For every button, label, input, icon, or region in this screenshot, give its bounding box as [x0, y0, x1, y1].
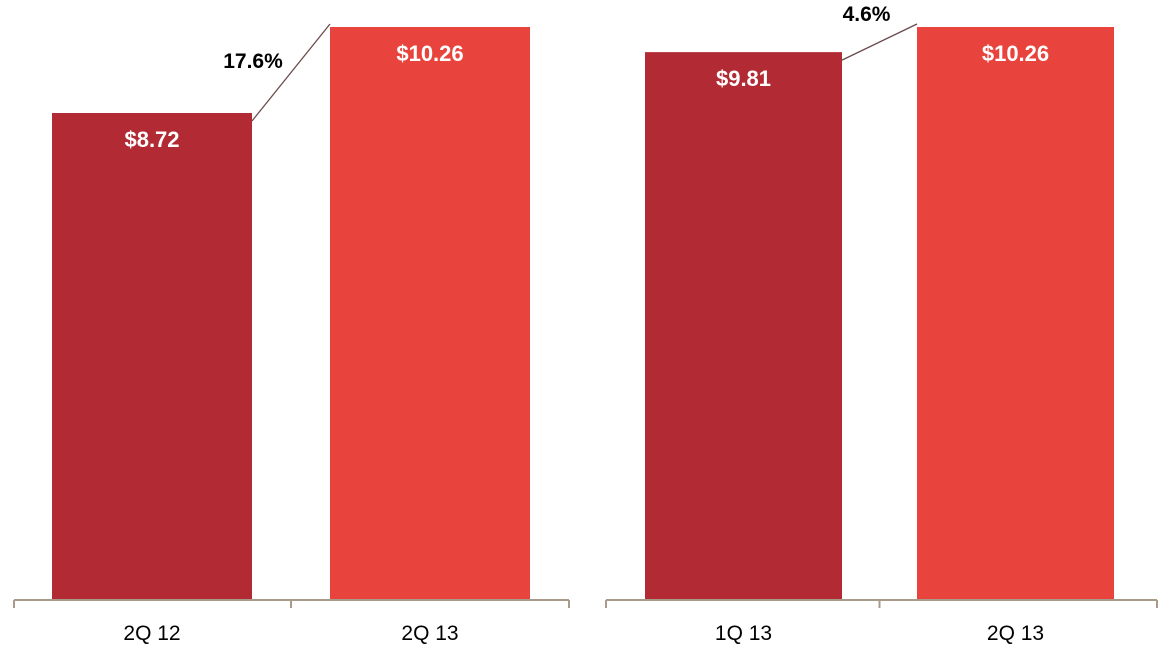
bar-value-label: $10.26	[396, 41, 463, 66]
bar-value-label: $10.26	[982, 41, 1049, 66]
change-percent-label: 17.6%	[223, 50, 283, 73]
bar-2q-12	[52, 113, 252, 600]
change-connector-line	[251, 23, 331, 122]
bar-2q-13	[330, 27, 530, 600]
x-tick-label: 2Q 13	[401, 622, 458, 645]
bar-value-label: $8.72	[124, 127, 179, 152]
x-tick-label: 1Q 13	[715, 622, 772, 645]
change-percent-label: 4.6%	[843, 3, 891, 26]
bar-value-label: $9.81	[716, 66, 771, 91]
x-tick-label: 2Q 13	[987, 622, 1044, 645]
bar-2q-13	[917, 27, 1114, 600]
change-connector-line	[841, 23, 918, 61]
chart-panel-2: $9.81 $10.26 4.6% 1Q 13 2Q 13	[605, 3, 1158, 645]
bar-1q-13	[645, 52, 842, 600]
chart-panel-1: $8.72 $10.26 17.6% 2Q 12 2Q 13	[13, 23, 570, 645]
x-tick-label: 2Q 12	[123, 622, 180, 645]
